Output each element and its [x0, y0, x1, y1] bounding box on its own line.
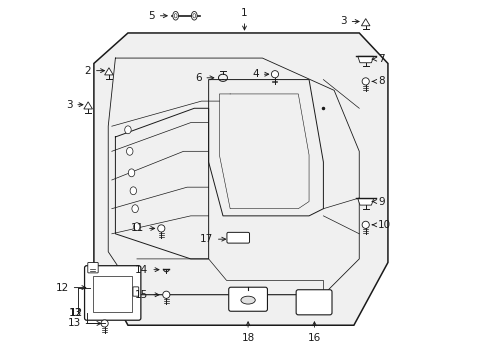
Text: 1: 1: [241, 8, 247, 30]
Ellipse shape: [133, 223, 140, 230]
Text: 12: 12: [56, 283, 85, 293]
Ellipse shape: [132, 205, 138, 213]
Text: 4: 4: [252, 69, 268, 79]
Text: 10: 10: [371, 220, 390, 230]
Ellipse shape: [241, 296, 255, 304]
Polygon shape: [357, 199, 373, 205]
Text: 6: 6: [194, 73, 213, 83]
Polygon shape: [361, 19, 369, 26]
Polygon shape: [104, 68, 113, 75]
Text: 12: 12: [70, 308, 83, 318]
FancyBboxPatch shape: [84, 266, 141, 320]
Text: 3: 3: [65, 100, 83, 110]
FancyBboxPatch shape: [226, 232, 249, 243]
FancyBboxPatch shape: [296, 290, 331, 315]
Circle shape: [158, 225, 164, 232]
Polygon shape: [94, 33, 387, 325]
Ellipse shape: [174, 14, 177, 18]
Ellipse shape: [128, 169, 135, 177]
Text: 11: 11: [131, 224, 154, 233]
FancyBboxPatch shape: [133, 287, 139, 296]
Ellipse shape: [126, 147, 133, 155]
Circle shape: [163, 291, 169, 298]
Text: 13: 13: [69, 308, 82, 318]
Text: 18: 18: [241, 322, 254, 343]
Text: 14: 14: [135, 265, 159, 275]
Text: 17: 17: [199, 234, 225, 244]
Ellipse shape: [191, 12, 197, 20]
Circle shape: [362, 78, 368, 85]
Ellipse shape: [172, 12, 178, 20]
Text: 3: 3: [339, 17, 358, 27]
FancyBboxPatch shape: [88, 262, 98, 273]
Circle shape: [271, 71, 278, 78]
Text: 7: 7: [371, 54, 384, 64]
Ellipse shape: [124, 126, 131, 134]
Circle shape: [101, 320, 108, 327]
Polygon shape: [83, 102, 92, 109]
Bar: [93, 276, 132, 312]
Text: 9: 9: [371, 197, 384, 207]
FancyBboxPatch shape: [228, 287, 267, 311]
Ellipse shape: [130, 187, 136, 195]
Ellipse shape: [192, 14, 195, 18]
Text: 15: 15: [135, 290, 159, 300]
Circle shape: [362, 221, 368, 228]
Text: 8: 8: [371, 76, 384, 86]
Text: 5: 5: [148, 11, 167, 21]
Text: 2: 2: [84, 66, 104, 76]
Text: 16: 16: [307, 322, 321, 343]
Text: 13: 13: [67, 319, 101, 328]
Polygon shape: [357, 56, 373, 63]
